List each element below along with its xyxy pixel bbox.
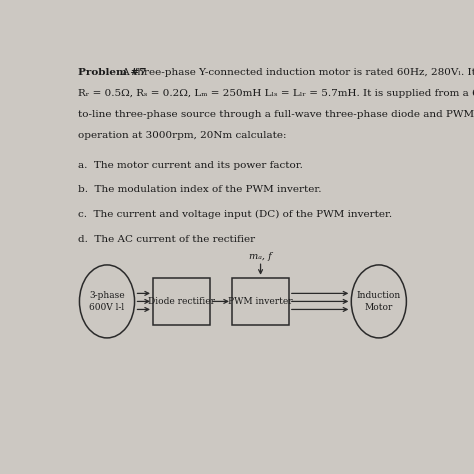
Text: A three-phase Y-connected induction motor is rated 60Hz, 280Vₗ. It has 4 poles: A three-phase Y-connected induction moto… (119, 68, 474, 77)
Text: operation at 3000rpm, 20Nm calculate:: operation at 3000rpm, 20Nm calculate: (78, 131, 286, 140)
Text: d.  The AC current of the rectifier: d. The AC current of the rectifier (78, 235, 255, 244)
Text: c.  The current and voltage input (DC) of the PWM inverter.: c. The current and voltage input (DC) of… (78, 210, 392, 219)
Text: mₐ, f: mₐ, f (249, 252, 272, 261)
Bar (153, 278, 210, 325)
Text: to-line three-phase source through a full-wave three-phase diode and PWM inverte: to-line three-phase source through a ful… (78, 110, 474, 119)
Text: Induction
Motor: Induction Motor (357, 291, 401, 312)
Text: PWM inverter: PWM inverter (228, 297, 292, 306)
Text: 3-phase
600V l-l: 3-phase 600V l-l (89, 291, 125, 312)
Text: a.  The motor current and its power factor.: a. The motor current and its power facto… (78, 161, 302, 170)
Text: Rᵣ = 0.5Ω, Rₛ = 0.2Ω, Lₘ = 250mH Lₗₛ = Lₗᵣ = 5.7mH. It is supplied from a 600V l: Rᵣ = 0.5Ω, Rₛ = 0.2Ω, Lₘ = 250mH Lₗₛ = L… (78, 89, 474, 98)
Bar (232, 278, 289, 325)
Text: Problem #7: Problem #7 (78, 68, 146, 77)
Text: b.  The modulation index of the PWM inverter.: b. The modulation index of the PWM inver… (78, 185, 321, 194)
Text: Diode rectifier: Diode rectifier (148, 297, 215, 306)
